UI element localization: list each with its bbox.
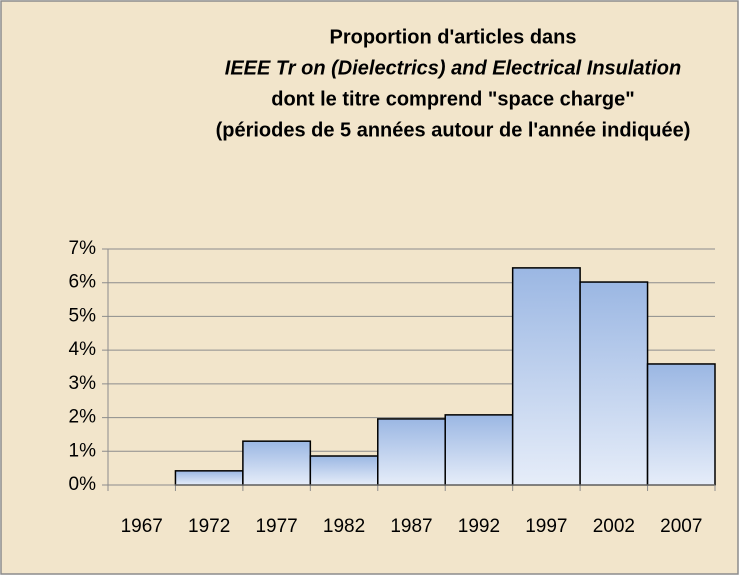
y-tick-label: 1% (69, 440, 97, 461)
x-tick-label: 2002 (593, 516, 635, 537)
chart-title: Proportion d'articles dans (329, 26, 576, 48)
y-tick-label: 3% (69, 373, 97, 394)
bar (646, 363, 716, 486)
bar (242, 440, 312, 486)
x-tick-label: 2007 (660, 516, 702, 537)
y-tick-label: 6% (69, 272, 97, 293)
bar (579, 281, 649, 486)
chart-title: dont le titre comprend "space charge" (271, 88, 635, 110)
y-tick-label: 5% (69, 305, 97, 326)
y-tick-label: 0% (69, 474, 97, 495)
x-tick-label: 1992 (458, 516, 500, 537)
bar (174, 470, 244, 486)
bar (377, 418, 446, 486)
bar (511, 267, 581, 486)
bar (309, 455, 379, 486)
y-tick-label: 4% (69, 339, 97, 360)
chart-title: IEEE Tr on (Dielectrics) and Electrical … (225, 57, 681, 79)
x-tick-label: 1982 (323, 516, 365, 537)
x-tick-label: 1997 (525, 516, 567, 537)
bar (444, 414, 514, 486)
x-tick-label: 1977 (255, 516, 297, 537)
x-tick-label: 1967 (121, 516, 163, 537)
y-tick-label: 2% (69, 407, 97, 428)
chart-title: (périodes de 5 années autour de l'année … (216, 119, 691, 141)
x-tick-label: 1987 (390, 516, 432, 537)
x-tick-label: 1972 (188, 516, 230, 537)
y-tick-label: 7% (69, 238, 97, 259)
